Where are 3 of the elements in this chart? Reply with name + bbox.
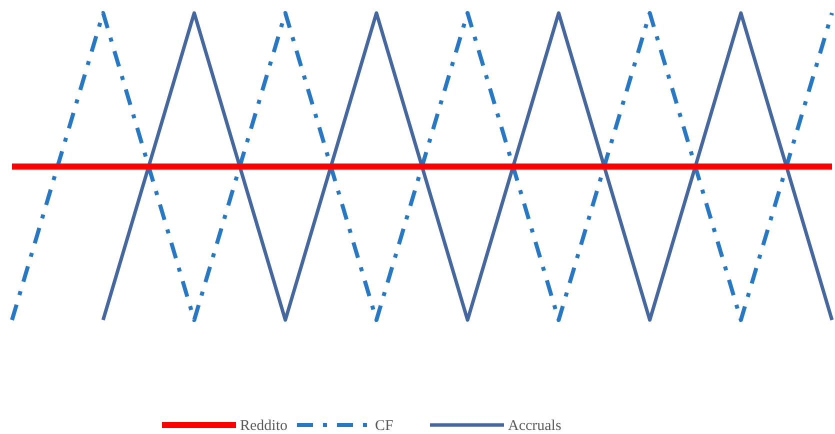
legend-label: Reddito [240, 418, 288, 434]
legend-label: CF [375, 418, 394, 434]
legend-label: Accruals [508, 418, 562, 434]
